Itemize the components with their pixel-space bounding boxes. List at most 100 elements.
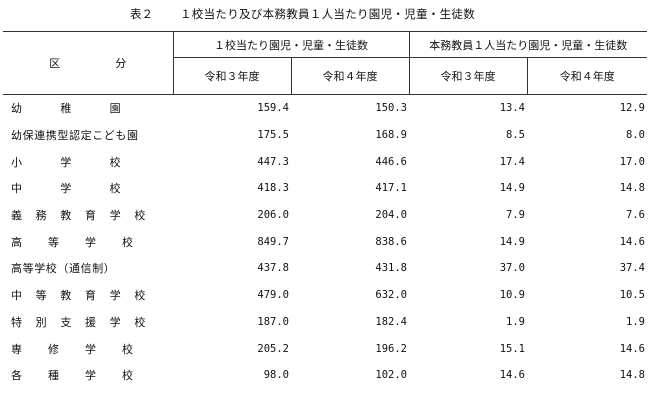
value-cell: 168.9: [375, 129, 407, 142]
value-cell: 446.6: [375, 155, 407, 168]
value-cell: 159.4: [257, 102, 289, 115]
value-cell: 37.0: [499, 262, 525, 275]
school-type-char: 校: [122, 342, 133, 356]
school-type-char: 教: [60, 209, 72, 223]
value-cell: 12.9: [619, 102, 645, 115]
table-header: 区 分 １校当たり園児・児童・生徒数 本務教員１人当たり園児・児童・生徒数 令和…: [3, 31, 647, 95]
value-cell: 13.4: [499, 102, 525, 115]
school-type-name: 中学校: [3, 175, 173, 202]
school-type-char: 専: [11, 342, 22, 356]
value-cell: 417.1: [375, 182, 407, 195]
table-caption: １校当たり及び本務教員１人当たり園児・児童・生徒数: [180, 7, 475, 21]
value-cell: 437.8: [257, 262, 289, 275]
school-type-char: 育: [85, 209, 97, 223]
row-header-label: 区 分: [3, 31, 173, 95]
value-cell: 206.0: [257, 209, 289, 222]
value-cell: 8.0: [626, 129, 645, 142]
col-header-r3-per-teacher: 令和３年度: [408, 57, 527, 95]
school-type-name: 特別支援学校: [3, 309, 173, 336]
value-cell: 632.0: [375, 289, 407, 302]
value-cell: 10.5: [619, 289, 645, 302]
value-cell: 15.1: [499, 342, 525, 355]
school-type-name: 高等学校: [3, 228, 173, 255]
school-type-char: 校: [134, 289, 146, 303]
col-header-r3-per-school: 令和３年度: [172, 57, 291, 95]
value-cell: 98.0: [263, 369, 289, 382]
table-row: 専 修 学 校 205.2 196.2 15.1 14.6: [3, 335, 647, 362]
school-type-char: 学: [109, 315, 121, 329]
school-type-char: 修: [48, 342, 59, 356]
school-type-char: 校: [122, 369, 133, 383]
value-cell: 479.0: [257, 289, 289, 302]
table-body: 幼 稚 園 159.4 150.3 13.4 12.9 幼保連携型認定こども園 175.5 168…: [3, 95, 647, 389]
school-type-char: 園: [109, 102, 121, 116]
value-cell: 17.4: [499, 155, 525, 168]
school-type-char: 支: [60, 315, 72, 329]
school-type-char: 幼保連携型認定こども園: [11, 129, 139, 143]
school-type-char: 学: [85, 235, 96, 249]
school-type-char: 各: [11, 369, 22, 383]
table-row: 中等教育学校 479.0 632.0 10.9 10.5: [3, 282, 647, 309]
table-row: 幼 稚 園 159.4 150.3 13.4 12.9: [3, 95, 647, 122]
col-header-r4-per-teacher: 令和４年度: [526, 57, 647, 95]
value-cell: 10.9: [499, 289, 525, 302]
school-type-char: 幼: [11, 102, 22, 116]
school-type-char: 校: [109, 182, 121, 196]
school-type-char: 別: [35, 315, 47, 329]
school-type-char: 義: [11, 209, 22, 223]
school-type-char: 育: [85, 289, 97, 303]
school-type-char: 援: [85, 315, 97, 329]
value-cell: 14.8: [619, 369, 645, 382]
value-cell: 1.9: [506, 315, 525, 328]
school-type-char: 稚: [60, 102, 72, 116]
school-type-char: 高等学校（通信制）: [11, 262, 116, 276]
value-cell: 447.3: [257, 155, 289, 168]
table-row: 高 等 学 校 849.7 838.6 14.9 14.6: [3, 228, 647, 255]
school-type-char: 務: [35, 209, 47, 223]
table-row: 小 学 校 447.3 446.6 17.4 17.0: [3, 148, 647, 175]
value-cell: 14.9: [499, 182, 525, 195]
school-type-name: 高等学校（通信制）: [3, 255, 173, 282]
school-type-char: 学: [60, 155, 72, 169]
school-type-char: 小: [11, 155, 22, 169]
school-type-char: 学: [60, 182, 72, 196]
school-type-char: 校: [134, 315, 146, 329]
table-row: 高等学校（通信制） 437.8 431.8 37.0 37.4: [3, 255, 647, 282]
value-cell: 14.6: [619, 235, 645, 248]
school-type-name: 義務教育学校: [3, 202, 173, 229]
school-type-char: 特: [11, 315, 22, 329]
school-type-name: 小学校: [3, 148, 173, 175]
school-type-char: 学: [85, 342, 96, 356]
value-cell: 204.0: [375, 209, 407, 222]
value-cell: 182.4: [375, 315, 407, 328]
value-cell: 14.9: [499, 235, 525, 248]
table-row: 特別支援学校 187.0 182.4 1.9 1.9: [3, 309, 647, 336]
value-cell: 7.9: [506, 209, 525, 222]
group-header-per-school: １校当たり園児・児童・生徒数: [172, 31, 409, 58]
table-title: 表２ １校当たり及び本務教員１人当たり園児・児童・生徒数: [0, 4, 648, 24]
school-type-name: 専修学校: [3, 335, 173, 362]
school-type-name: 幼稚園: [3, 95, 173, 122]
value-cell: 8.5: [506, 129, 525, 142]
value-cell: 418.3: [257, 182, 289, 195]
value-cell: 14.6: [619, 342, 645, 355]
col-header-r4-per-school: 令和４年度: [290, 57, 409, 95]
value-cell: 205.2: [257, 342, 289, 355]
school-type-char: 等: [35, 289, 47, 303]
value-cell: 838.6: [375, 235, 407, 248]
value-cell: 431.8: [375, 262, 407, 275]
school-type-name: 幼保連携型認定こども園: [3, 122, 173, 149]
school-type-char: 中: [11, 182, 22, 196]
table-number: 表２: [130, 7, 153, 21]
table-row: 幼保連携型認定こども園 175.5 168.9 8.5 8.0: [3, 122, 647, 149]
school-type-char: 学: [109, 289, 121, 303]
value-cell: 196.2: [375, 342, 407, 355]
statistics-table: 区 分 １校当たり園児・児童・生徒数 本務教員１人当たり園児・児童・生徒数 令和…: [3, 31, 647, 389]
school-type-name: 中等教育学校: [3, 282, 173, 309]
value-cell: 14.6: [499, 369, 525, 382]
table-row: 中 学 校 418.3 417.1 14.9 14.8: [3, 175, 647, 202]
value-cell: 7.6: [626, 209, 645, 222]
school-type-char: 学: [85, 369, 96, 383]
value-cell: 14.8: [619, 182, 645, 195]
school-type-char: 校: [122, 235, 133, 249]
